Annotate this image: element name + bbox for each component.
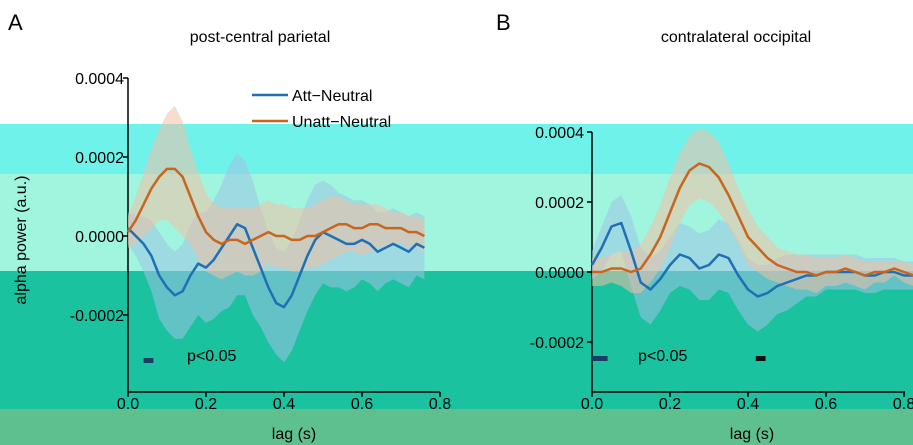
panel-a-sig-label: p<0.05 — [187, 348, 236, 365]
panel-b-y-tick-label: -0.0002 — [530, 335, 584, 352]
panel-b-unatt-error-band — [592, 128, 913, 293]
overlay-band-cyan — [0, 124, 913, 174]
panel-b-plot: -0.0002 0.0000 0.0002 0.0004 0.0 0.2 0.4 0.6 0.8… — [530, 125, 913, 413]
panel-b-x-tick-label: 0.0 — [581, 396, 603, 413]
panel-a-plot: -0.0002 0.0000 0.0002 0.0004 0.0 0.2 0.4 0.6 0.8 — [70, 71, 451, 413]
panel-a-y-tick-label: 0.0004 — [75, 71, 124, 88]
panel-b-significance-bar — [755, 356, 766, 361]
panel-b-xlabel: lag (s) — [730, 426, 774, 443]
panel-a-unatt-line — [126, 167, 425, 246]
legend-att-label: Att−Neutral — [292, 88, 372, 105]
legend: Att−Neutral Unatt−Neutral — [252, 88, 391, 131]
panel-b-letter: B — [496, 10, 511, 35]
panel-a-unatt-error-band — [128, 105, 425, 280]
panel-b-title: contralateral occipital — [661, 29, 811, 46]
panel-a: A post-central parietal alpha power (a.u… — [8, 10, 451, 443]
panel-a-y-tick-label: 0.0002 — [75, 150, 124, 167]
panel-a-y-tick-label: 0.0000 — [75, 229, 124, 246]
panel-b-sig-label: p<0.05 — [638, 348, 687, 365]
panel-a-x-tick-label: 0.2 — [195, 396, 217, 413]
panel-b: B contralateral occipital -0.0002 0.0000 0… — [496, 10, 913, 443]
panel-a-significance-bar — [143, 358, 154, 363]
panel-a-x-tick-label: 0.0 — [117, 396, 139, 413]
panel-a-x-tick-label: 0.4 — [273, 396, 295, 413]
panel-b-x-tick-label: 0.4 — [737, 396, 759, 413]
panel-a-x-tick-label: 0.8 — [429, 396, 451, 413]
panel-a-xlabel: lag (s) — [272, 426, 316, 443]
panel-a-title: post-central parietal — [190, 29, 331, 46]
panel-b-y-tick-label: 0.0002 — [535, 195, 584, 212]
overlay-band-bottom — [0, 409, 913, 445]
panel-b-unatt-line — [592, 162, 913, 277]
panel-b-att-line — [590, 221, 913, 298]
panel-a-letter: A — [8, 10, 23, 35]
panel-b-x-tick-label: 0.2 — [659, 396, 681, 413]
panel-a-att-line — [127, 222, 425, 309]
panel-b-x-tick-label: 0.8 — [893, 396, 913, 413]
panel-a-x-tick-label: 0.6 — [351, 396, 373, 413]
panel-b-y-tick-label: 0.0004 — [535, 125, 584, 142]
panel-a-y-tick-label: -0.0002 — [70, 308, 124, 325]
panel-b-y-tick-label: 0.0000 — [535, 265, 584, 282]
panel-a-ylabel: alpha power (a.u.) — [13, 176, 30, 305]
panel-b-significance-bar — [592, 356, 608, 361]
legend-unatt-label: Unatt−Neutral — [292, 114, 391, 131]
panel-b-x-tick-label: 0.6 — [815, 396, 837, 413]
